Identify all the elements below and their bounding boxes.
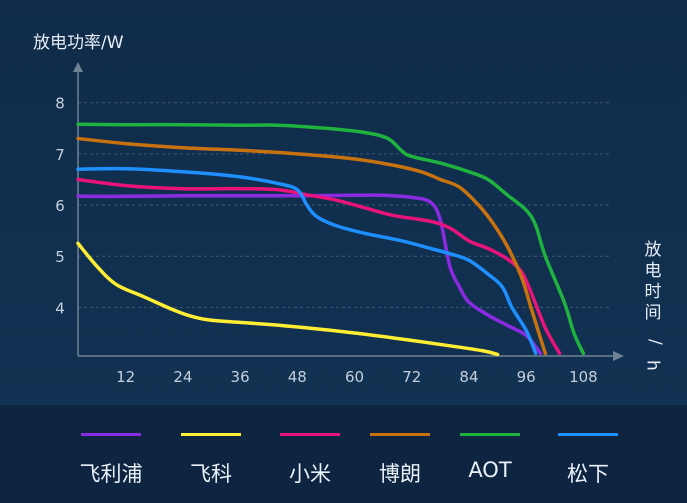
series-line [76, 136, 548, 356]
x-tick-label: 72 [402, 368, 421, 386]
legend-label: 小米 [289, 462, 331, 486]
legend-label: 飞科 [190, 462, 232, 486]
x-tick-label: 108 [569, 368, 598, 386]
x-axis-title: 放电时间/h [643, 240, 666, 371]
x-tick-label: 12 [116, 368, 135, 386]
y-axis-arrow-icon [73, 62, 83, 72]
y-tick-label: 6 [55, 197, 65, 215]
legend-item: 飞利浦 [61, 433, 161, 488]
legend-item: 小米 [260, 433, 360, 488]
line-chart: 4 5 6 7 8 12 24 36 48 60 72 84 96 108 放电功率/W 放电时间/h [33, 33, 666, 386]
y-axis-title: 放电功率/W [33, 33, 124, 53]
x-tick-label: 36 [231, 368, 250, 386]
x-tick-label: 24 [173, 368, 192, 386]
legend-item: AOT [440, 433, 540, 482]
legend-swatch [370, 433, 430, 436]
y-tick-label: 7 [55, 146, 65, 164]
tick-labels: 4 5 6 7 8 12 24 36 48 60 72 84 96 108 [55, 95, 597, 386]
y-tick-label: 8 [55, 95, 65, 113]
axes [73, 62, 624, 361]
legend-label: 松下 [567, 462, 609, 486]
series-line [76, 193, 543, 356]
series-lines [76, 122, 586, 357]
x-tick-label: 84 [459, 368, 478, 386]
legend-swatch [181, 433, 241, 436]
series-line [76, 241, 500, 357]
legend-label: 博朗 [379, 462, 421, 486]
legend-label: 飞利浦 [79, 462, 143, 486]
legend-panel [0, 405, 687, 503]
legend-item: 松下 [538, 433, 638, 488]
series-line [76, 166, 538, 356]
legend-swatch [460, 433, 520, 436]
legend-item: 飞科 [161, 433, 261, 488]
y-tick-label: 5 [55, 248, 65, 266]
series-line [76, 122, 586, 356]
legend-swatch [81, 433, 141, 436]
grid-lines [78, 102, 612, 308]
x-axis-arrow-icon [613, 351, 624, 361]
legend-swatch [280, 433, 340, 436]
x-tick-label: 96 [517, 368, 536, 386]
series-line [76, 177, 562, 356]
legend-swatch [558, 433, 618, 436]
y-tick-label: 4 [55, 299, 65, 317]
x-tick-label: 48 [288, 368, 307, 386]
x-tick-label: 60 [345, 368, 364, 386]
legend-item: 博朗 [350, 433, 450, 488]
legend-label: AOT [468, 458, 512, 482]
